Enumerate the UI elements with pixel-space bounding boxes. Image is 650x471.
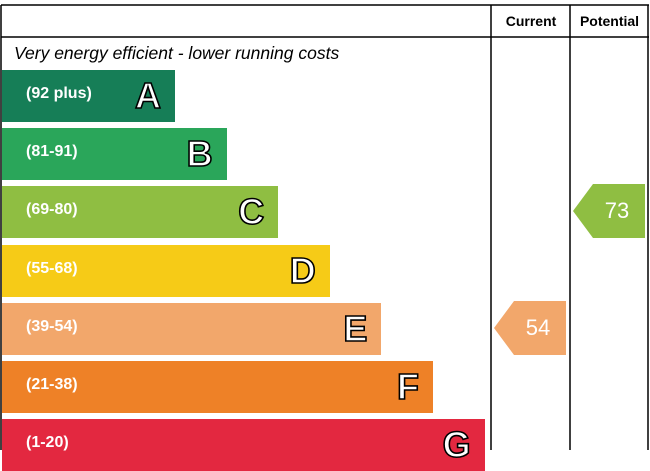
band-f-letter: F bbox=[396, 365, 420, 408]
band-c-letter: C bbox=[237, 191, 265, 234]
current-column-header: Current bbox=[505, 13, 557, 29]
potential-rating-arrow bbox=[573, 184, 645, 239]
band-b: (81-91) B bbox=[2, 128, 227, 181]
potential-rating-arrow-shape bbox=[573, 184, 645, 239]
band-d-range: (55-68) bbox=[26, 259, 78, 277]
epc-chart bbox=[0, 4, 649, 450]
band-g: (1-20) G bbox=[2, 419, 485, 471]
band-f-range: (21-38) bbox=[26, 376, 78, 393]
band-c: (69-80) C bbox=[2, 186, 279, 239]
band-d: (55-68) D bbox=[2, 244, 330, 297]
current-rating-arrow bbox=[494, 300, 566, 355]
band-g-range: (1-20) bbox=[26, 434, 69, 452]
band-a-range: (92 plus) bbox=[26, 85, 92, 102]
band-a: (92 plus) A bbox=[2, 70, 175, 122]
band-e: (39-54) E bbox=[2, 302, 382, 355]
band-g-letter: G bbox=[442, 423, 472, 466]
band-f: (21-38) F bbox=[2, 361, 433, 413]
band-e-letter: E bbox=[343, 307, 369, 350]
current-rating-arrow-shape bbox=[494, 300, 566, 355]
potential-column-header: Potential bbox=[579, 13, 640, 29]
chart-subtitle: Very energy efficient - lower running co… bbox=[14, 43, 340, 63]
current-rating-value: 54 bbox=[525, 314, 551, 340]
potential-rating-value: 73 bbox=[604, 198, 630, 224]
band-b-range: (81-91) bbox=[26, 143, 78, 161]
band-b-letter: B bbox=[186, 132, 214, 175]
band-d-letter: D bbox=[289, 249, 317, 292]
band-c-range: (69-80) bbox=[26, 201, 78, 219]
band-a-letter: A bbox=[134, 74, 162, 117]
band-e-range: (39-54) bbox=[26, 317, 78, 335]
